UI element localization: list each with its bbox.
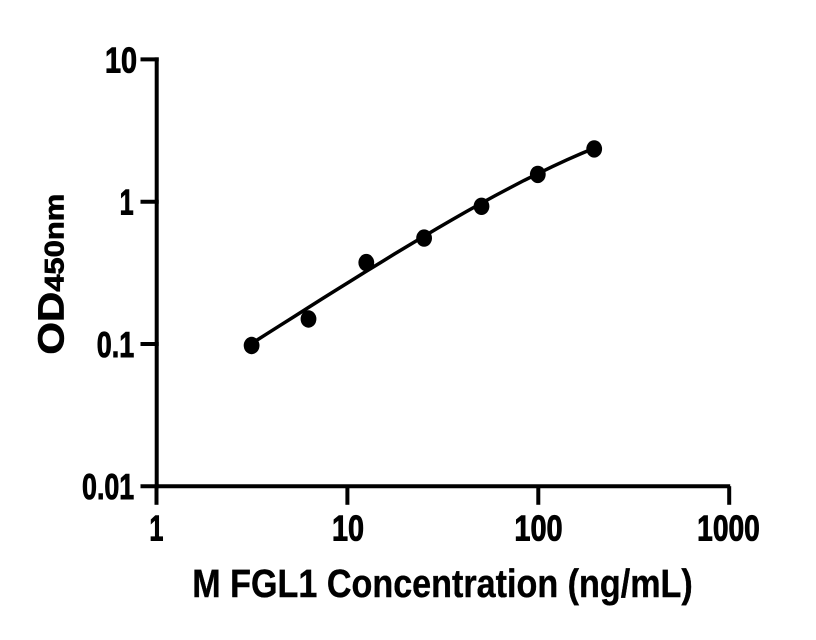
- svg-text:1000: 1000: [697, 508, 760, 549]
- svg-text:10: 10: [332, 508, 364, 549]
- svg-text:100: 100: [514, 508, 562, 549]
- svg-text:0.1: 0.1: [97, 324, 134, 365]
- svg-text:1: 1: [149, 508, 163, 549]
- svg-text:1: 1: [120, 182, 134, 223]
- svg-text:M FGL1 Concentration (ng/mL): M FGL1 Concentration (ng/mL): [192, 562, 693, 606]
- svg-text:10: 10: [105, 39, 137, 80]
- svg-text:0.01: 0.01: [82, 466, 134, 507]
